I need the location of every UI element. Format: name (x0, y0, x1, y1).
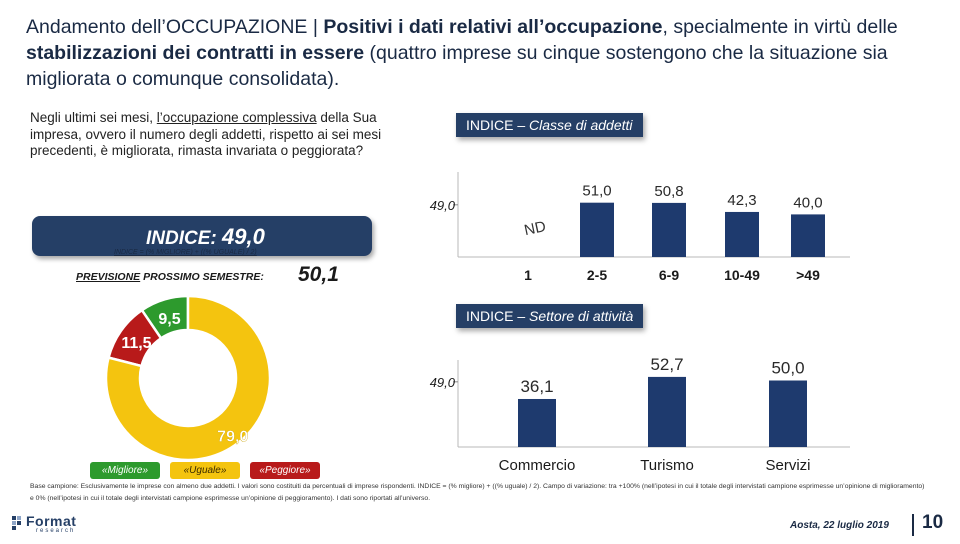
footnote: Base campione: Esclusivamente le imprese… (30, 483, 925, 502)
format-research-logo: Format research (12, 513, 92, 544)
header-settore-attivita-suffix: Settore di attività (529, 308, 634, 324)
donut-label-migliore: 9,5 (158, 311, 180, 328)
title-part-2: Positivi i dati relativi all’occupazione (323, 16, 663, 38)
legend-uguale: «Uguale» (170, 462, 240, 479)
legend-peggiore: «Peggiore» (250, 462, 320, 479)
bar-addetti-bar (580, 202, 614, 257)
header-classe-addetti: INDICE – Classe di addetti (456, 113, 643, 137)
bar-addetti-value-label: 42,3 (727, 192, 756, 209)
bar-addetti-category-label: 1 (524, 267, 532, 283)
bar-settore-value-label: 52,7 (650, 355, 683, 374)
question-part-1: Negli ultimi sei mesi, (30, 110, 157, 125)
question-part-3: della Sua impresa, ovvero il numero degl… (30, 110, 382, 158)
logo-sub: research (36, 528, 76, 534)
bar-addetti-category-label: 2-5 (587, 267, 607, 283)
header-classe-addetti-suffix: Classe di addetti (529, 117, 633, 133)
bar-addetti-value-label: 51,0 (582, 183, 611, 200)
bar-addetti-category-label: 10-49 (724, 267, 760, 283)
forecast-value: 50,1 (298, 263, 339, 286)
index-label-text: INDICE: (146, 228, 222, 249)
survey-question: Negli ultimi sei mesi, l’occupazione com… (30, 110, 405, 160)
forecast-label-rest: PROSSIMO SEMESTRE: (140, 271, 264, 283)
bar-settore-value-label: 36,1 (520, 377, 553, 396)
donut-label-peggiore: 11,5 (121, 335, 151, 352)
bar-addetti-bar (725, 211, 759, 257)
title-part-3: , specialmente in virtù delle (662, 16, 898, 38)
bar-settore-category-label: Servizi (765, 457, 810, 474)
bar-addetti-value-label: 40,0 (793, 194, 822, 211)
footer-separator (912, 514, 914, 536)
bar-addetti-bar (652, 202, 686, 257)
header-settore-attivita: INDICE – Settore di attività (456, 304, 644, 328)
footer-date: Aosta, 22 luglio 2019 (790, 520, 889, 531)
index-label: INDICE: 49,0 (146, 224, 265, 250)
title-part-5: (quattro imprese su cinque sostengono ch… (26, 42, 888, 90)
bar-settore-bar (769, 380, 807, 447)
title-part-1: Andamento dell’OCCUPAZIONE | (26, 16, 324, 38)
bar-settore-reference-label: 49,0 (430, 375, 456, 390)
title-part-4: stabilizzazioni dei contratti in essere (26, 42, 365, 64)
bar-addetti-category-label: >49 (796, 267, 820, 283)
logo-name: Format (26, 513, 77, 529)
bar-addetti-reference-label: 49,0 (430, 198, 456, 213)
bar-addetti-value-label: 50,8 (654, 183, 683, 200)
bar-addetti-missing-label: ND (523, 218, 548, 239)
forecast-label: PREVISIONE PROSSIMO SEMESTRE: (76, 271, 264, 283)
bar-settore-bar (648, 376, 686, 447)
bar-settore-category-label: Turismo (640, 457, 694, 474)
bar-settore-category-label: Commercio (499, 457, 576, 474)
header-settore-attivita-prefix: INDICE – (466, 308, 530, 324)
index-formula-rest: = (% MIGLIORE) + ((% UGUALE) / 2) (137, 249, 257, 256)
index-formula-keyword: INDICE (114, 249, 138, 256)
question-part-2: l’occupazione complessiva (156, 110, 317, 125)
bar-addetti-category-label: 6-9 (659, 267, 679, 283)
page-number: 10 (922, 512, 944, 533)
bar-settore-value-label: 50,0 (771, 359, 804, 378)
index-box (32, 216, 372, 256)
page-title: Andamento dell’OCCUPAZIONE | Positivi i … (26, 14, 946, 92)
forecast-label-keyword: PREVISIONE (76, 271, 141, 283)
donut-slice-uguale (104, 294, 272, 462)
legend-migliore: «Migliore» (90, 462, 160, 479)
logo-icon (12, 516, 21, 530)
index-value: 49,0 (222, 224, 265, 249)
header-classe-addetti-prefix: INDICE – (466, 117, 530, 133)
bar-settore-bar (518, 398, 556, 447)
donut-chart: 9,5 11,5 79,0 (104, 294, 272, 462)
index-formula: INDICE = (% MIGLIORE) + ((% UGUALE) / 2) (114, 249, 257, 256)
bar-addetti-bar (791, 214, 825, 257)
donut-label-uguale: 79,0 (217, 429, 248, 446)
